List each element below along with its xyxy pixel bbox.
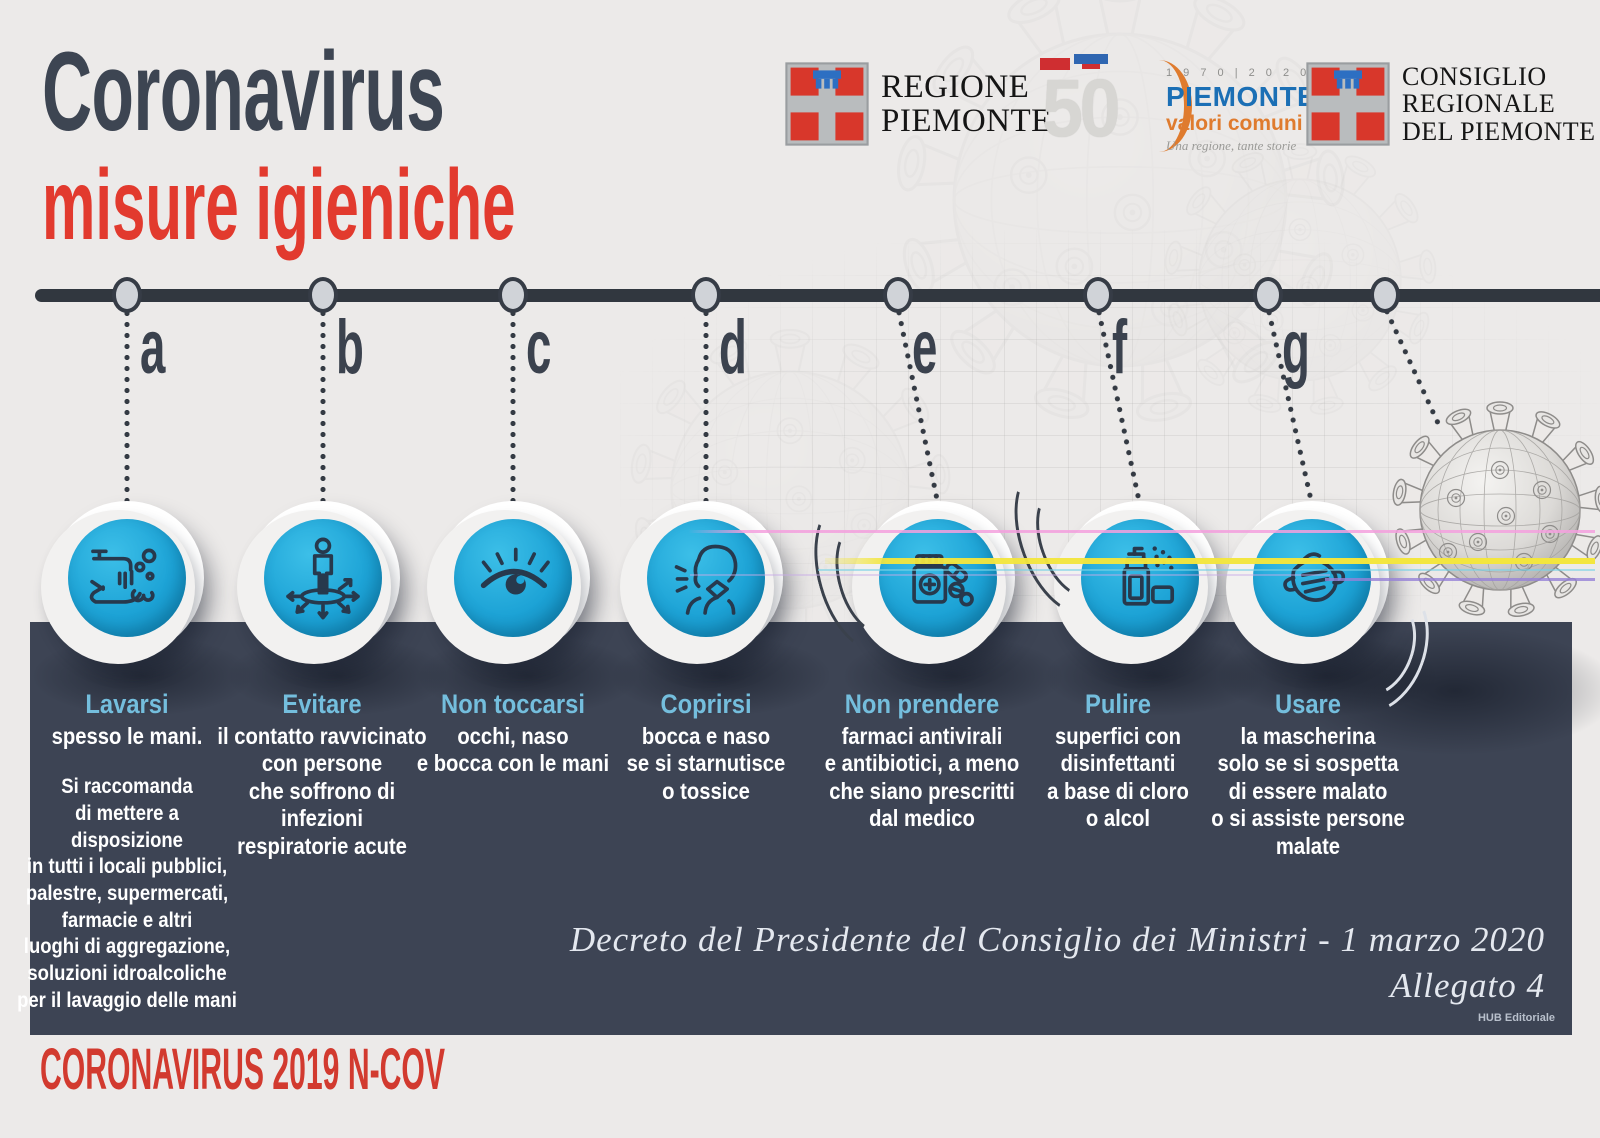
pendulum-string-d [703, 308, 709, 505]
fifty-orange-arc-icon [1126, 60, 1192, 152]
fifty-red-flag-icon [1040, 58, 1070, 70]
anniversary-name: PIEMONTE [1166, 81, 1317, 112]
timeline-bar [35, 289, 1600, 302]
pendulum-string-c [510, 308, 516, 505]
timeline-letter-e: e [912, 305, 938, 390]
logo-regione-line1: REGIONE [881, 68, 1030, 105]
streak-yellow [825, 558, 1595, 564]
timeline-letter-g: g [1282, 305, 1310, 390]
bottom-label: CORONAVIRUS 2019 N-COV [40, 1037, 446, 1102]
piemonte-shield-icon [1306, 62, 1390, 146]
measure-ball-evitare [246, 501, 400, 655]
logo-regione-line2: PIEMONTE [881, 103, 1052, 139]
measure-column-coprirsi: Coprirsi bocca e naso se si starnutisce … [596, 689, 816, 805]
measure-column-evitare: Evitare il contatto ravvicinato con pers… [212, 689, 432, 861]
attachment-text: Allegato 4 [1390, 966, 1545, 1005]
anniversary-tagline: Una regione, tante storie [1166, 138, 1297, 153]
measure-heading: Usare [1274, 689, 1342, 719]
page-title: Coronavirus [42, 29, 445, 154]
measure-ball-coprirsi [629, 501, 783, 655]
measure-ball-lavarsi [50, 501, 204, 655]
timeline-pivot-g [1253, 277, 1283, 313]
measure-body: occhi, naso e bocca con le mani [416, 722, 610, 777]
logo-regione-piemonte: REGIONE PIEMONTE [785, 62, 1052, 146]
measure-heading: Non prendere [844, 689, 1000, 719]
editor-credit: HUB Editoriale [1477, 1012, 1555, 1024]
timeline-letter-b: b [336, 305, 364, 390]
streak-lavender [690, 574, 1330, 576]
measure-column-non-prendere: Non prendere farmaci antivirali e antibi… [812, 689, 1032, 833]
cover-sneeze-icon [674, 544, 738, 615]
measure-column-lavarsi: Lavarsi spesso le mani. Si raccomanda di… [17, 689, 237, 1014]
measure-body: spesso le mani. [51, 722, 203, 749]
pendulum-string-a [124, 308, 130, 505]
logo-consiglio-line3: DEL PIEMONTE [1402, 116, 1596, 146]
timeline-pivot-c [498, 277, 528, 313]
measure-column-usare: Usare la mascherina solo se si sospetta … [1198, 689, 1418, 861]
timeline-pivot-d [691, 277, 721, 313]
fifty-blue-mark-icon [1074, 54, 1108, 69]
timeline-pivot-a [112, 277, 142, 313]
measure-column-pulire: Pulire superfici con disinfettanti a bas… [1008, 689, 1228, 833]
measure-heading: Non toccarsi [441, 689, 585, 719]
measure-body: il contatto ravvicinato con persone che … [217, 722, 427, 860]
measure-ball-non-prendere [861, 501, 1015, 655]
measure-heading: Coprirsi [660, 689, 752, 719]
measure-body: superfici con disinfettanti a base di cl… [1047, 722, 1189, 832]
measure-note: Si raccomanda di mettere a disposizione … [17, 775, 237, 1012]
timeline-pivot-e [883, 277, 913, 313]
decree-text: Decreto del Presidente del Consiglio dei… [569, 920, 1545, 959]
piemonte-shield-icon [785, 62, 869, 146]
measure-heading: Lavarsi [85, 689, 169, 719]
hand-washing-icon [89, 548, 157, 604]
timeline-letter-a: a [140, 305, 166, 390]
measure-body: farmaci antivirali e antibiotici, a meno… [824, 722, 1020, 832]
measure-ball-pulire [1063, 501, 1217, 655]
clean-spray-icon [1122, 546, 1175, 606]
timeline-pivot-virus [1370, 277, 1400, 313]
anniversary-years: 1 9 7 0 | 2 0 2 0 [1166, 67, 1311, 79]
logo-piemonte-50-anniversary: 50 1 9 7 0 | 2 0 2 0 PIEMONTE valori com… [1038, 54, 1316, 156]
measure-body: la mascherina solo se si sospetta di ess… [1211, 722, 1405, 860]
timeline-letter-c: c [526, 305, 552, 390]
streak-purple [1325, 578, 1595, 581]
measure-ball-usare [1235, 501, 1389, 655]
timeline-letter-f: f [1112, 305, 1128, 390]
dont-touch-eye-icon [480, 547, 550, 595]
streak-pink [688, 530, 1595, 533]
measure-heading: Evitare [282, 689, 362, 719]
page-subtitle: misure igieniche [42, 149, 516, 261]
measure-column-non-toccarsi: Non toccarsi occhi, naso e bocca con le … [403, 689, 623, 778]
fifty-number: 50 [1042, 63, 1121, 154]
avoid-contact-icon [286, 537, 360, 620]
anniversary-subname: valori comuni [1166, 112, 1303, 135]
measure-heading: Pulire [1084, 689, 1152, 719]
timeline-pivot-b [308, 277, 338, 313]
timeline-pivot-f [1083, 277, 1113, 313]
logo-consiglio-line2: REGIONALE [1402, 89, 1556, 119]
streak-cyan [818, 569, 1595, 571]
measure-body: bocca e naso se si starnutisce o tossice [626, 722, 786, 804]
logo-consiglio-regionale: CONSIGLIO REGIONALE DEL PIEMONTE [1306, 62, 1596, 146]
logo-consiglio-line1: CONSIGLIO [1402, 62, 1547, 92]
measure-ball-non-toccarsi [436, 501, 590, 655]
pendulum-string-b [320, 308, 326, 505]
timeline-letter-d: d [719, 305, 747, 390]
